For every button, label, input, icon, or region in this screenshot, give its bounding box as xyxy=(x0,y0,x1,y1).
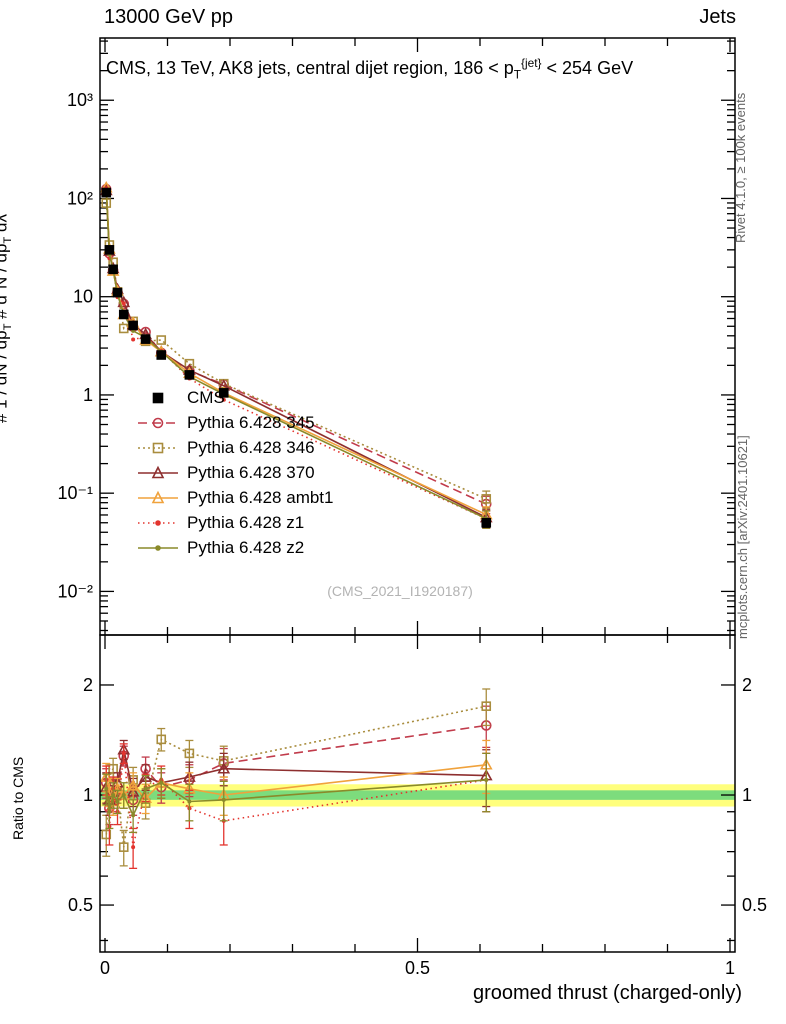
x-axis-label: groomed thrust (charged-only) xyxy=(472,982,742,1004)
header-analysis-group: Jets xyxy=(699,6,736,28)
analysis-id-watermark: (CMS_2021_I1920187) xyxy=(327,583,473,599)
legend-item: Pythia 6.428 ambt1 xyxy=(136,485,333,510)
legend-item-label: Pythia 6.428 370 xyxy=(187,462,315,482)
svg-text:2: 2 xyxy=(742,675,752,695)
legend-marker-icon xyxy=(138,465,178,478)
legend-item: Pythia 6.428 345 xyxy=(136,410,333,435)
legend-marker-icon xyxy=(138,490,178,503)
header-beam-energy: 13000 GeV pp xyxy=(104,6,233,28)
legend-item: CMS xyxy=(136,385,333,410)
svg-text:10: 10 xyxy=(73,287,93,307)
svg-text:0.5: 0.5 xyxy=(405,958,430,978)
legend-item: Pythia 6.428 z1 xyxy=(136,510,333,535)
legend-marker-icon xyxy=(138,544,178,551)
legend-item: Pythia 6.428 370 xyxy=(136,460,333,485)
legend-item-label: CMS xyxy=(187,387,225,407)
plot-title: CMS, 13 TeV, AK8 jets, central dijet reg… xyxy=(106,56,634,82)
legend-item-label: Pythia 6.428 346 xyxy=(187,437,315,457)
legend-marker-icon xyxy=(138,442,178,453)
legend-item-label: Pythia 6.428 ambt1 xyxy=(187,487,334,507)
legend-item-label: Pythia 6.428 z2 xyxy=(187,537,305,557)
legend-marker-icon xyxy=(138,519,178,526)
svg-text:10³: 10³ xyxy=(67,90,93,110)
rivet-version-caption: Rivet 4.1.0, ≥ 100k events xyxy=(733,92,748,243)
svg-text:10²: 10² xyxy=(67,188,93,208)
svg-text:1: 1 xyxy=(742,785,752,805)
legend: CMS Pythia 6.428 345 Pythia 6.428 346 Pythi… xyxy=(136,385,333,560)
svg-text:0.5: 0.5 xyxy=(742,895,767,915)
legend-item: Pythia 6.428 346 xyxy=(136,435,333,460)
legend-item-label: Pythia 6.428 345 xyxy=(187,412,315,432)
svg-text:0.5: 0.5 xyxy=(68,895,93,915)
legend-marker-icon xyxy=(152,392,164,403)
svg-text:10⁻²: 10⁻² xyxy=(57,581,93,601)
ratio-axis-label: Ratio to CMS xyxy=(10,756,26,840)
mcplots-arxiv-caption: mcplots.cern.ch [arXiv:2401.10621] xyxy=(735,435,750,639)
svg-text:1: 1 xyxy=(83,785,93,805)
y-axis-label: # 1 / dN / dpT # d2N / dpT dλ xyxy=(0,214,14,423)
legend-marker-icon xyxy=(138,417,178,428)
svg-text:1: 1 xyxy=(725,958,735,978)
svg-text:1: 1 xyxy=(83,385,93,405)
legend-item-label: Pythia 6.428 z1 xyxy=(187,512,305,532)
legend-item: Pythia 6.428 z2 xyxy=(136,535,333,560)
svg-text:2: 2 xyxy=(83,675,93,695)
svg-text:10⁻¹: 10⁻¹ xyxy=(57,483,93,503)
svg-text:0: 0 xyxy=(100,958,110,978)
